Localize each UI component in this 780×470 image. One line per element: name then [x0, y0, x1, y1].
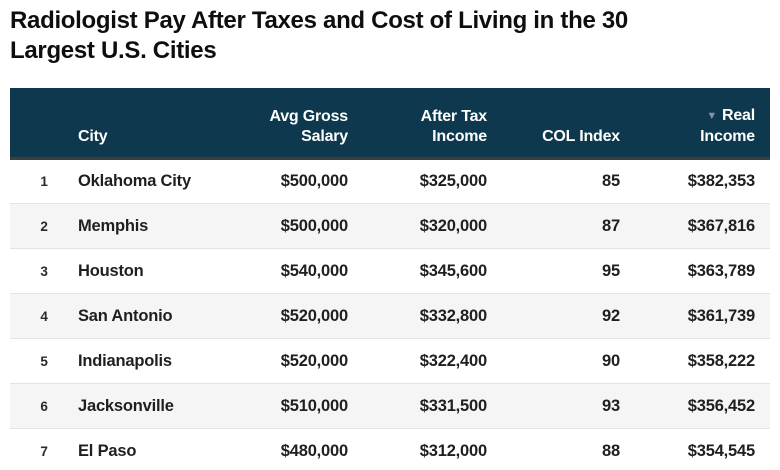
col-index-cell: 93: [602, 396, 620, 415]
after-tax-cell: $332,800: [419, 306, 487, 325]
table-header-row: City Avg Gross Salary After Tax Income C…: [10, 88, 770, 160]
col-index-cell: 90: [602, 351, 620, 370]
gross-salary-cell: $510,000: [280, 396, 348, 415]
after-tax-cell: $325,000: [419, 172, 487, 190]
col-index-cell: 92: [602, 306, 620, 325]
real-income-cell: $367,816: [687, 216, 755, 235]
after-tax-cell: $345,600: [419, 261, 487, 280]
table-row: 4 San Antonio $520,000 $332,800 92 $361,…: [10, 293, 770, 339]
header-col-index-label: COL Index: [542, 128, 620, 145]
rank-cell: 1: [40, 174, 48, 189]
city-cell: El Paso: [78, 441, 137, 460]
table-row: 2 Memphis $500,000 $320,000 87 $367,816: [10, 203, 770, 249]
header-after-tax-income-line2: Income: [432, 128, 487, 145]
city-cell: Jacksonville: [78, 396, 174, 415]
table-row: 7 El Paso $480,000 $312,000 88 $354,545: [10, 428, 770, 470]
real-income-cell: $382,353: [687, 172, 755, 190]
city-cell: Houston: [78, 261, 144, 280]
city-pay-table: City Avg Gross Salary After Tax Income C…: [10, 88, 770, 470]
header-rank: [10, 88, 78, 160]
rank-cell: 5: [40, 353, 48, 369]
header-city[interactable]: City: [78, 88, 258, 160]
header-after-tax-income[interactable]: After Tax Income: [348, 88, 488, 160]
header-city-label: City: [78, 128, 108, 145]
real-income-cell: $354,545: [687, 441, 755, 460]
gross-salary-cell: $520,000: [280, 306, 348, 325]
col-index-cell: 88: [602, 441, 620, 460]
col-index-cell: 95: [602, 261, 620, 280]
col-index-cell: 87: [602, 216, 620, 235]
gross-salary-cell: $480,000: [280, 441, 348, 460]
rank-cell: 7: [40, 443, 48, 459]
header-avg-gross-salary-line1: Avg Gross: [269, 108, 348, 125]
table-row: 5 Indianapolis $520,000 $322,400 90 $358…: [10, 338, 770, 384]
after-tax-cell: $320,000: [419, 216, 487, 235]
city-cell: San Antonio: [78, 306, 173, 325]
city-cell: Indianapolis: [78, 351, 172, 370]
after-tax-cell: $312,000: [419, 441, 487, 460]
table-row: 6 Jacksonville $510,000 $331,500 93 $356…: [10, 383, 770, 429]
real-income-cell: $356,452: [687, 396, 755, 415]
after-tax-cell: $322,400: [419, 351, 487, 370]
header-col-index[interactable]: COL Index: [487, 88, 620, 160]
table-row: 3 Houston $540,000 $345,600 95 $363,789: [10, 248, 770, 294]
rank-cell: 4: [40, 308, 48, 324]
header-real-income-line1: ▼ Real: [620, 106, 755, 127]
col-index-cell: 85: [602, 172, 620, 190]
gross-salary-cell: $540,000: [280, 261, 348, 280]
sort-descending-icon: ▼: [706, 110, 717, 122]
gross-salary-cell: $520,000: [280, 351, 348, 370]
header-after-tax-income-line1: After Tax: [420, 108, 488, 125]
header-avg-gross-salary[interactable]: Avg Gross Salary: [258, 88, 348, 160]
table-row: 1 Oklahoma City $500,000 $325,000 85 $38…: [10, 158, 770, 204]
header-real-income-label-top: Real: [722, 107, 755, 124]
rank-cell: 6: [40, 398, 48, 414]
real-income-cell: $363,789: [687, 261, 755, 280]
real-income-cell: $358,222: [687, 351, 755, 370]
rank-cell: 2: [40, 218, 48, 234]
gross-salary-cell: $500,000: [280, 216, 348, 235]
table-body: 1 Oklahoma City $500,000 $325,000 85 $38…: [10, 158, 770, 470]
real-income-cell: $361,739: [687, 306, 755, 325]
rank-cell: 3: [40, 263, 48, 279]
page-title: Radiologist Pay After Taxes and Cost of …: [10, 7, 628, 64]
city-cell: Memphis: [78, 216, 149, 235]
gross-salary-cell: $500,000: [280, 172, 348, 190]
header-real-income-line2: Income: [700, 128, 755, 145]
header-avg-gross-salary-line2: Salary: [301, 128, 348, 145]
header-real-income[interactable]: ▼ Real Income: [620, 88, 770, 160]
city-cell: Oklahoma City: [78, 172, 191, 190]
after-tax-cell: $331,500: [419, 396, 487, 415]
